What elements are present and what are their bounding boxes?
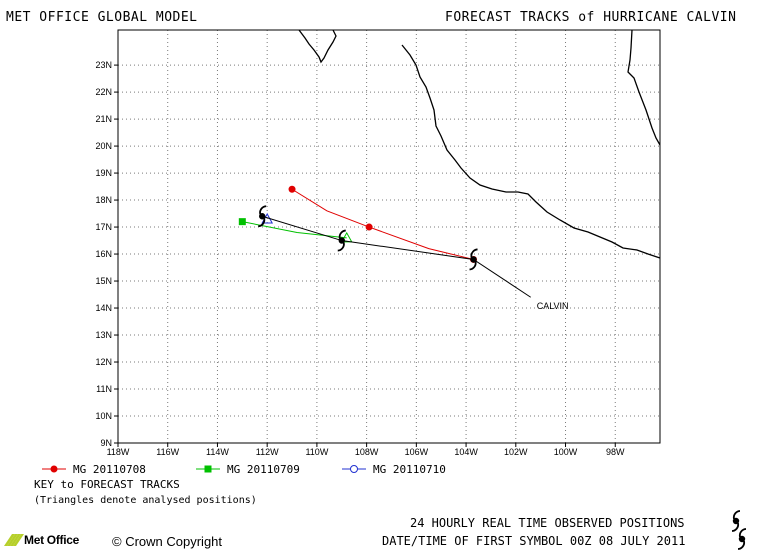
lat-tick-label: 20N xyxy=(95,141,112,151)
map-title-right: FORECAST TRACKS of HURRICANE CALVIN xyxy=(445,10,737,25)
lat-tick-label: 11N xyxy=(96,384,112,394)
legend: MG 20110708 MG 20110709 MG 20110710 xyxy=(42,463,747,550)
lon-tick-label: 118W xyxy=(107,447,130,457)
lat-tick-label: 14N xyxy=(95,303,112,313)
lat-tick-label: 9N xyxy=(100,438,112,448)
legend-marker xyxy=(350,465,358,473)
lat-tick-label: 17N xyxy=(95,222,112,232)
storm-tracks: CALVIN xyxy=(238,185,569,311)
lon-tick-label: 104W xyxy=(454,447,478,457)
copyright-text: Crown Copyright xyxy=(125,534,223,549)
observed-positions-note: 24 HOURLY REAL TIME OBSERVED POSITIONS xyxy=(410,516,685,530)
hurricane-symbol-icon xyxy=(258,205,267,228)
legend-label: MG 20110709 xyxy=(227,463,300,476)
analysed-position-triangle xyxy=(340,231,353,243)
coastline-segment xyxy=(298,29,337,64)
lon-tick-label: 116W xyxy=(156,447,179,457)
coastline-segment xyxy=(627,29,661,146)
lon-tick-label: 106W xyxy=(405,447,429,457)
lat-tick-label: 19N xyxy=(95,168,112,178)
observed-track-line xyxy=(262,215,531,298)
axis-ticks: 9N 10N 11N 12N 13N 14N 15N 16N 17N 18N 19N 20N 21N 22… xyxy=(95,60,625,457)
coastline xyxy=(298,29,661,259)
lon-tick-label: 112W xyxy=(256,447,279,457)
hurricane-symbol-icon xyxy=(731,510,741,532)
legend-key-note: (Triangles denote analysed positions) xyxy=(34,495,257,506)
lat-tick-label: 10N xyxy=(95,411,112,421)
map-frame xyxy=(117,29,661,444)
hurricane-symbol-icon xyxy=(737,528,747,550)
forecast-point xyxy=(365,223,373,231)
lat-tick-label: 22N xyxy=(95,87,112,97)
legend-key-title: KEY to FORECAST TRACKS xyxy=(34,478,180,491)
legend-marker xyxy=(50,465,58,473)
legend-marker xyxy=(204,465,212,473)
graticule xyxy=(118,30,660,443)
lat-tick-label: 12N xyxy=(95,357,112,367)
met-office-logo xyxy=(4,534,24,546)
brand-name: Met Office xyxy=(24,533,80,547)
forecast-point xyxy=(288,185,296,193)
lon-tick-label: 110W xyxy=(305,447,328,457)
logo-stripe xyxy=(13,534,24,546)
legend-label: MG 20110708 xyxy=(73,463,146,476)
legend-label: MG 20110710 xyxy=(373,463,446,476)
logo-stripe xyxy=(10,534,21,546)
lon-tick-label: 98W xyxy=(606,447,625,457)
hurricane-symbol-icon xyxy=(337,229,346,252)
logo-stripe xyxy=(7,534,18,546)
coastline-segment xyxy=(401,44,661,259)
lat-tick-label: 13N xyxy=(95,330,112,340)
lon-tick-label: 114W xyxy=(206,447,229,457)
forecast-point xyxy=(238,218,246,226)
storm-name-label: CALVIN xyxy=(537,301,569,311)
lat-tick-label: 23N xyxy=(95,60,112,70)
lon-tick-label: 100W xyxy=(554,447,578,457)
lat-tick-label: 18N xyxy=(95,195,112,205)
copyright-notice: © Crown Copyright xyxy=(112,534,223,549)
forecast-track-line xyxy=(242,221,347,239)
logo-stripe xyxy=(4,534,15,546)
first-symbol-date-note: DATE/TIME OF FIRST SYMBOL 00Z 08 JULY 20… xyxy=(382,534,686,548)
lon-tick-label: 108W xyxy=(355,447,379,457)
lat-tick-label: 15N xyxy=(95,276,112,286)
lon-tick-label: 102W xyxy=(504,447,528,457)
hurricane-symbol-icon xyxy=(469,248,478,271)
map-title-left: MET OFFICE GLOBAL MODEL xyxy=(6,10,198,25)
lat-tick-label: 16N xyxy=(95,249,112,259)
lat-tick-label: 21N xyxy=(95,114,112,124)
